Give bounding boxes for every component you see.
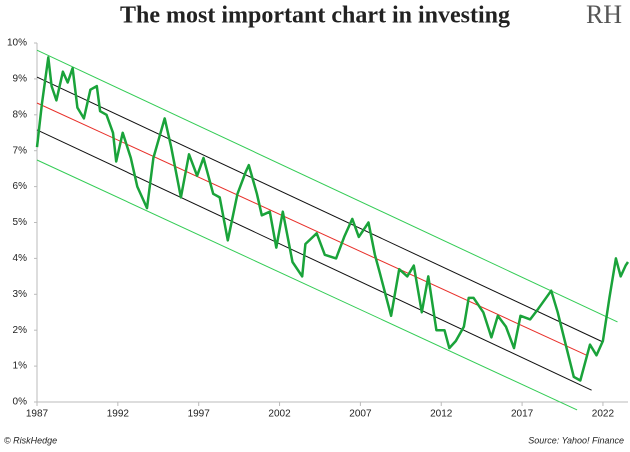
x-tick-label: 1997	[188, 409, 211, 420]
x-tick-label: 2017	[511, 409, 534, 420]
y-tick-label: 10%	[7, 38, 27, 49]
trend-line	[36, 49, 618, 323]
x-tick-label: 2007	[349, 409, 372, 420]
y-tick-label: 3%	[13, 289, 28, 300]
x-tick-label: 2022	[592, 409, 615, 420]
trend-line	[36, 129, 592, 391]
x-tick-label: 2012	[430, 409, 453, 420]
chart-title: The most important chart in investing	[120, 3, 510, 29]
trend-line	[36, 102, 588, 356]
y-tick-label: 1%	[13, 361, 28, 372]
y-tick-label: 5%	[13, 217, 28, 228]
x-tick-label: 1992	[107, 409, 130, 420]
x-tick-label: 2002	[268, 409, 291, 420]
footer-right: Source: Yahoo! Finance	[528, 435, 624, 445]
logo: RH	[586, 0, 622, 29]
y-tick-label: 9%	[13, 74, 28, 85]
footer-left: © RiskHedge	[4, 435, 57, 445]
y-tick-label: 0%	[13, 397, 28, 408]
y-tick-label: 6%	[13, 181, 28, 192]
y-tick-label: 7%	[13, 145, 28, 156]
y-tick-label: 2%	[13, 325, 28, 336]
y-tick-label: 8%	[13, 109, 28, 120]
y-tick-label: 4%	[13, 253, 28, 264]
yield-line	[35, 56, 630, 382]
trend-line	[36, 76, 604, 343]
trend-line	[36, 159, 578, 411]
x-tick-label: 1987	[26, 409, 49, 420]
